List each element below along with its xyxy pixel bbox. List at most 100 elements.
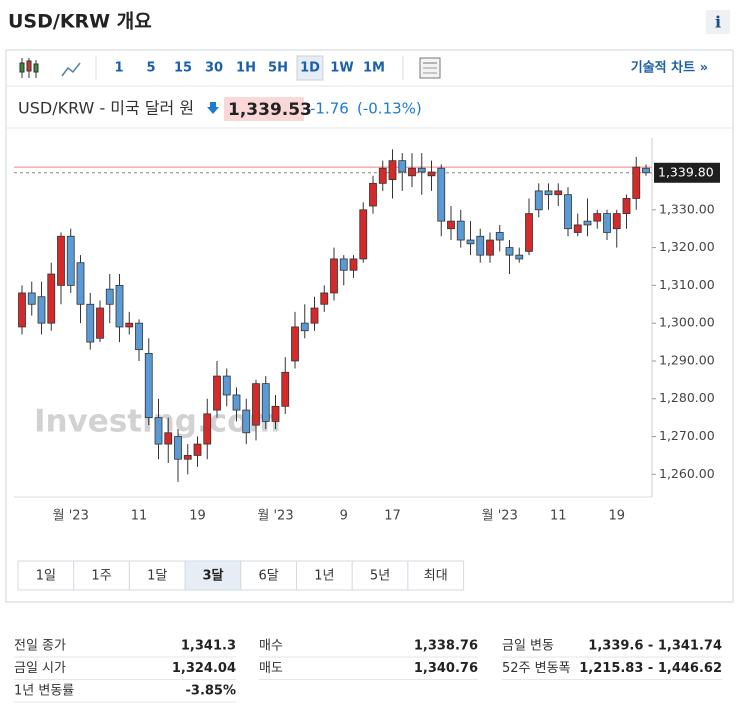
candle-body [603,213,611,233]
candle-body [359,209,368,260]
interval-button[interactable]: 5 [146,61,155,76]
interval-button[interactable]: 1M [363,61,385,76]
candle-body [310,307,319,324]
x-tick-label: 19 [608,509,625,524]
candle-body [203,413,212,445]
candle-body [622,198,631,214]
range-label[interactable]: 3달 [202,569,223,584]
interval-button[interactable]: 1D [300,61,320,76]
candle-body [213,375,221,411]
range-button[interactable] [240,560,298,591]
candle-body [554,190,563,196]
stat-value: 1,341.3 [181,639,236,654]
candle-body [57,235,65,286]
info-icon[interactable]: i [715,13,721,32]
line-icon[interactable] [61,62,81,77]
candle-body [300,322,309,332]
layout-icon[interactable] [419,57,441,79]
candle-body [525,213,533,252]
last-price-label: 1,339.80 [658,164,714,179]
candle-body [47,273,56,324]
stat-value: 1,340.76 [414,661,478,676]
range-label[interactable]: 5년 [370,569,390,584]
x-tick-label: 월 '23 [257,509,293,524]
stat-value: 1,324.04 [172,661,236,676]
candle-body [515,254,524,260]
x-tick-label: 9 [340,509,348,524]
candle-body [378,167,387,184]
candle-body [37,296,46,324]
y-tick-label: 1,290.00 [659,352,715,367]
range-label[interactable]: 최대 [424,569,448,584]
candle-body [232,394,241,411]
range-button[interactable] [407,560,465,591]
range-button[interactable] [184,560,242,591]
candle-body [505,247,514,256]
candle-body [193,443,202,456]
technical-chart-link[interactable]: 기술적 차트 » [631,60,708,76]
interval-button[interactable]: 5H [268,61,288,76]
candle-body [417,167,426,173]
candle-body [447,220,455,230]
stat-value: 1,339.6 - 1,341.74 [588,639,722,654]
range-label[interactable]: 6달 [259,569,279,584]
candle-body [495,232,504,241]
info-button[interactable] [706,10,730,34]
candle-body [271,405,280,422]
stat-value: 1,338.76 [414,639,478,654]
candle-body [349,258,358,271]
interval-button[interactable]: 30 [205,61,223,76]
quote-name: USD/KRW - 미국 달러 원 [18,99,194,118]
candle-body [534,190,543,211]
stat-label: 금일 변동 [502,639,554,654]
candle-body [612,213,621,230]
interval-button[interactable]: 1W [330,61,353,76]
x-tick-label: 11 [550,509,567,524]
range-button[interactable] [73,560,130,591]
candle-body [86,303,95,343]
stat-label: 1년 변동률 [14,684,74,699]
candle-body [154,417,163,445]
candle-body [408,167,416,177]
candle-body [632,166,641,199]
candle-body [261,383,270,422]
candle-body [573,224,582,233]
candle-body [339,258,348,271]
y-tick-label: 1,310.00 [659,277,715,292]
interval-active[interactable] [296,55,324,81]
candle-body [583,220,592,226]
candle-icon[interactable] [19,58,39,78]
y-tick-label: 1,300.00 [659,315,715,330]
candle-body [252,383,260,426]
range-button[interactable] [296,560,353,591]
range-label[interactable]: 1년 [314,569,334,584]
interval-button[interactable]: 1H [236,61,256,76]
range-label[interactable]: 1달 [147,569,167,584]
candle-body [174,436,182,460]
candle-body [476,235,485,256]
candle-body [456,220,465,241]
candle-body [164,432,173,445]
interval-button[interactable]: 1 [114,61,123,76]
candle-body [135,322,143,351]
candle-body [96,307,104,339]
interval-button[interactable]: 15 [174,61,192,76]
page-title: USD/KRW 개요 [8,11,152,33]
x-tick-label: 월 '23 [482,509,518,524]
x-tick-label: 11 [131,509,148,524]
candle-body [105,288,114,305]
candle-body [125,322,134,328]
range-label[interactable]: 1일 [36,569,56,584]
y-tick-label: 1,320.00 [659,239,715,254]
down-arrow [207,102,219,114]
candle-body [18,292,26,328]
range-label[interactable]: 1주 [91,569,111,584]
candle-body [183,455,192,460]
candle-body [281,371,290,407]
x-tick-label: 19 [189,509,206,524]
candle-body [437,167,446,222]
stat-value: 1,215.83 - 1,446.62 [579,661,722,676]
stat-label: 매도 [259,661,283,676]
